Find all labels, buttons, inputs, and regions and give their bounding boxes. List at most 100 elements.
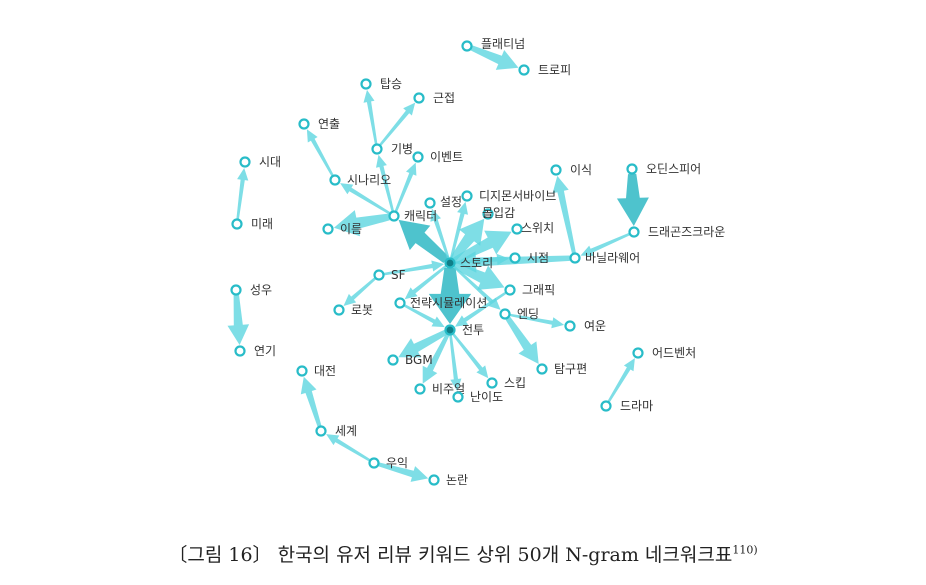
node-label: 연기	[254, 344, 276, 358]
node-label: 우익	[386, 456, 408, 470]
edge-dragoncrown-vanilla	[580, 232, 630, 256]
node-circle	[234, 345, 246, 357]
node-label: 오딘스피어	[646, 162, 701, 176]
node-label: 스위치	[521, 221, 554, 235]
node-label: 드라마	[620, 399, 653, 413]
edge-uik-segye	[326, 434, 371, 462]
edge-mirae-sidae	[236, 168, 249, 220]
node-circle	[296, 365, 308, 377]
node-circle	[518, 64, 530, 76]
node-circle	[412, 151, 424, 163]
edge-character-scenario	[340, 183, 391, 215]
node-switch: 스위치	[511, 221, 554, 235]
node-uik: 우익	[368, 456, 408, 470]
edge-gibyeong-geunjeop	[379, 102, 416, 146]
node-circle	[424, 197, 436, 209]
node-divinity: 디지몬서바이브	[461, 189, 556, 203]
edge-drama-adventure	[607, 358, 635, 403]
node-odinsphere: 오딘스피어	[626, 162, 701, 176]
node-label: 시점	[527, 251, 549, 265]
node-label: 전략시뮬레이션	[410, 296, 487, 310]
figure-caption: 〔그림 16〕 한국의 유저 리뷰 키워드 상위 50개 N-gram 네크워크…	[0, 540, 926, 567]
edge-odinsphere-dragoncrown	[616, 173, 649, 226]
node-label: 세계	[335, 424, 357, 438]
edge-platinum-trophy	[470, 45, 519, 70]
node-circle	[550, 164, 562, 176]
edge-story-divinity	[450, 201, 468, 259]
node-isik: 이식	[550, 163, 592, 177]
node-tapseung: 탑승	[360, 77, 402, 91]
node-circle	[569, 252, 581, 264]
node-circle	[230, 284, 242, 296]
node-label: 연출	[318, 117, 340, 131]
node-graphic: 그래픽	[504, 283, 555, 297]
node-circle	[315, 425, 327, 437]
node-seongwoo: 성우	[230, 283, 272, 297]
node-tamgu: 탐구편	[536, 362, 587, 376]
node-circle	[499, 308, 511, 320]
node-ending: 엔딩	[499, 307, 539, 321]
node-label: 성우	[250, 283, 272, 297]
node-circle	[373, 269, 385, 281]
node-circle	[628, 226, 640, 238]
node-label: SF	[391, 268, 406, 282]
node-adventure: 어드벤처	[632, 346, 696, 360]
node-label: 시나리오	[347, 173, 391, 187]
node-label: 캐릭터	[404, 209, 437, 223]
node-circle	[388, 210, 400, 222]
edge-sf-story	[383, 260, 445, 276]
node-label: 여운	[584, 319, 606, 333]
edge-battle-visual	[422, 333, 450, 384]
node-bgm: BGM	[387, 353, 433, 367]
node-label: 대전	[314, 364, 336, 378]
node-nanido: 난이도	[452, 390, 503, 404]
node-label: 설정	[440, 195, 462, 209]
node-circle	[564, 320, 576, 332]
node-immersion: 몰입감	[482, 206, 515, 220]
node-skip: 스킵	[486, 376, 526, 390]
edge-story-simulation	[404, 265, 447, 300]
node-vanilla: 바닐라웨어	[569, 251, 640, 265]
node-circle	[504, 284, 516, 296]
node-circle	[387, 354, 399, 366]
node-label: 기병	[391, 142, 413, 156]
node-daejeon: 대전	[296, 364, 336, 378]
node-circle	[360, 78, 372, 90]
node-label: BGM	[405, 353, 433, 367]
node-circle	[413, 92, 425, 104]
node-circle	[509, 252, 521, 264]
node-label: 이식	[570, 163, 592, 177]
node-label: 난이도	[470, 390, 503, 404]
node-circle	[600, 400, 612, 412]
node-label: 시대	[259, 155, 281, 169]
node-label: 논란	[446, 473, 468, 487]
node-circle	[452, 391, 464, 403]
node-circle	[486, 377, 498, 389]
edge-segye-daejeon	[300, 376, 322, 427]
edge-character-ireum	[333, 210, 390, 237]
edge-story-graphic	[453, 261, 505, 290]
edge-simulation-battle	[403, 304, 445, 328]
node-circle	[329, 174, 341, 186]
node-circle	[333, 304, 345, 316]
node-yeonchul: 연출	[298, 117, 340, 131]
node-circle	[444, 257, 456, 269]
node-segye: 세계	[315, 424, 357, 438]
edge-vanilla-isik	[552, 175, 576, 254]
edge-story-seoljeong	[430, 208, 450, 259]
node-sidae: 시대	[239, 155, 281, 169]
node-circle	[231, 218, 243, 230]
edge-battle-skip	[452, 333, 489, 379]
node-circle	[428, 474, 440, 486]
node-battle: 전투	[444, 323, 484, 337]
node-circle	[626, 163, 638, 175]
node-label: 이벤트	[430, 150, 463, 164]
node-circle	[298, 118, 310, 130]
node-yeongi: 연기	[234, 344, 276, 358]
node-circle	[461, 190, 473, 202]
node-circle	[632, 347, 644, 359]
node-scenario: 시나리오	[329, 173, 391, 187]
edge-story-battle	[428, 268, 472, 324]
node-sf: SF	[373, 268, 406, 282]
edge-story-switch	[452, 230, 512, 264]
